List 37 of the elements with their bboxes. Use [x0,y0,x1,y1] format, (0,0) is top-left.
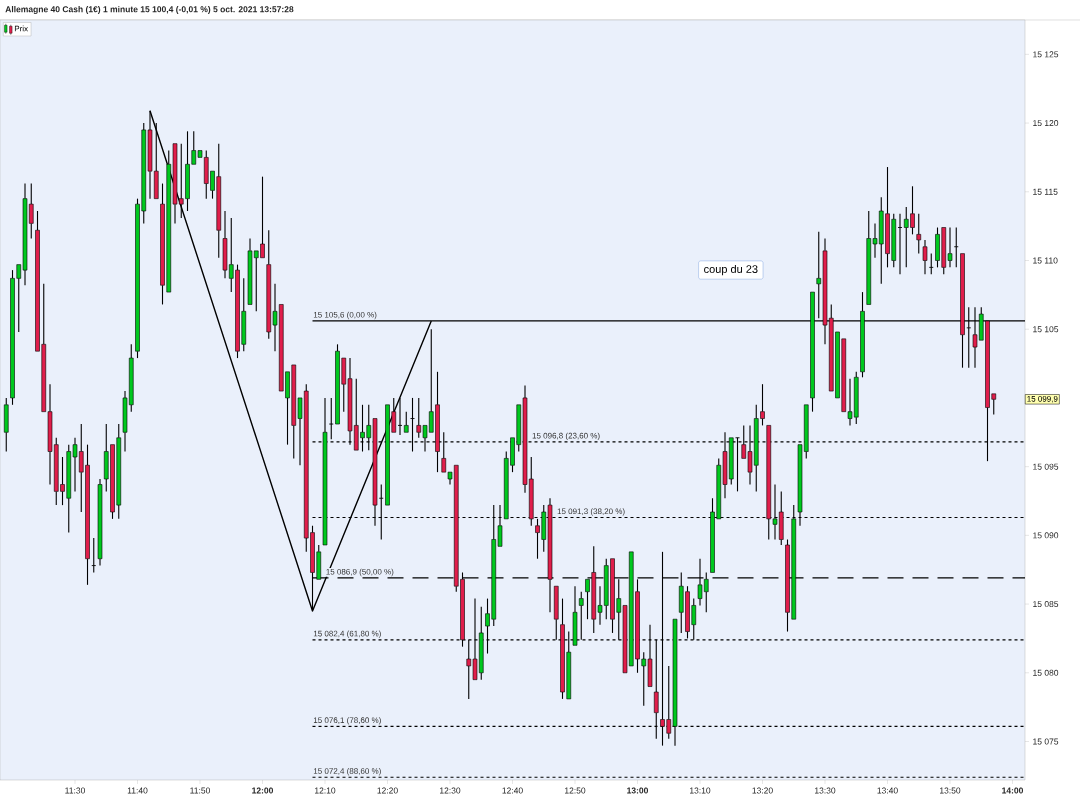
x-tick-label: 11:30 [65,787,85,794]
ref-line-label: 15 096,8 (23,60 %) [532,432,600,441]
x-tick-label: 12:00 [252,787,274,794]
y-tick-label: 15 075 [1033,738,1059,745]
y-tick-label: 15 105 [1033,326,1059,333]
ref-line-label: 15 086,9 (50,00 %) [326,568,394,577]
x-tick-label: 13:40 [877,787,898,794]
x-tick-label: 12:10 [315,787,336,794]
ref-line-label: 15 072,4 (88,60 %) [313,767,381,776]
ref-line-label: 15 105,6 (0,00 %) [313,311,377,320]
ref-line-label: 15 091,3 (38,20 %) [557,508,625,516]
x-tick-label: 13:30 [815,787,836,794]
y-tick-label: 15 090 [1033,532,1059,539]
legend-label: Prix [14,25,28,32]
x-tick-label: 11:50 [190,787,210,794]
y-tick-label: 15 080 [1033,669,1059,676]
y-tick-label: 15 110 [1033,257,1058,264]
text: 15 099,9 [1027,395,1058,403]
ref-line-label: 15 076,1 (78,60 %) [313,717,381,725]
y-tick-label: 15 125 [1033,51,1059,58]
y-tick-label: 15 115 [1033,188,1058,195]
y-tick-label: 15 095 [1033,463,1059,470]
y-tick-label: 15 085 [1033,601,1059,608]
annotation: coup du 23 [704,264,758,276]
x-tick-label: 12:40 [502,787,523,794]
x-tick-label: 13:50 [940,787,961,794]
x-tick-label: 13:20 [752,787,773,794]
x-tick-label: 12:50 [565,787,586,794]
y-tick-label: 15 120 [1033,120,1059,127]
x-tick-label: 12:30 [440,787,461,794]
ref-line-label: 15 082,4 (61,80 %) [313,630,381,639]
x-tick-label: 11:40 [127,787,148,794]
x-tick-label: 13:00 [627,787,649,794]
x-tick-label: 14:00 [1002,787,1024,794]
x-tick-label: 12:20 [377,787,398,794]
x-tick-label: 13:10 [690,787,711,794]
chart-title: Allemagne 40 Cash (1€) 1 minute 15 100,4 (-0,01 %) 5 oct. 2021 13:57:28 [5,6,294,14]
